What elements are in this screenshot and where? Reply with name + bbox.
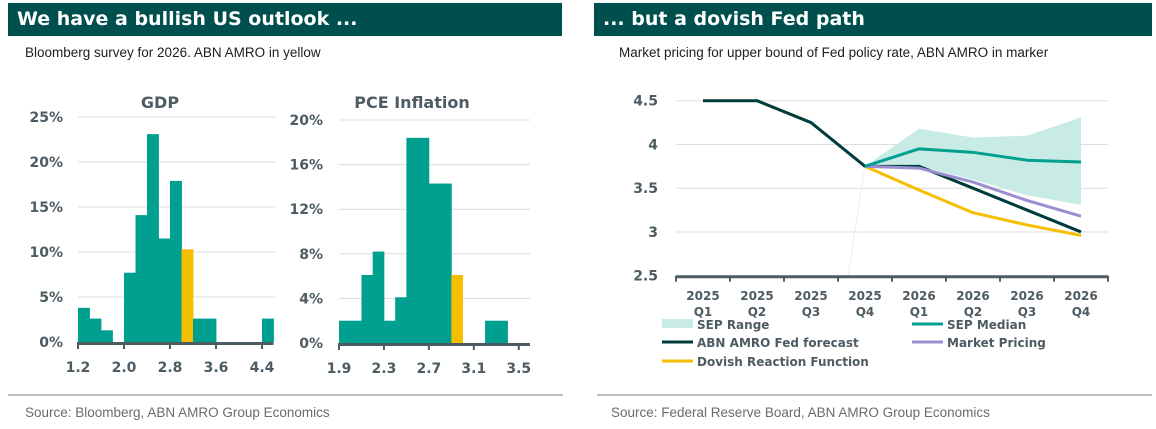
y-tick-label: 4.5	[633, 94, 658, 110]
y-tick-label: 25%	[29, 110, 63, 126]
x-tick-label: 1.9	[327, 361, 352, 377]
x-tick-label-year: 2026	[956, 289, 989, 303]
left-source-note: Source: Bloomberg, ABN AMRO Group Econom…	[25, 405, 330, 420]
bar	[193, 318, 205, 342]
x-tick-label-year: 2025	[848, 289, 881, 303]
bar	[440, 183, 452, 343]
series-line-dovish-reaction-function	[864, 164, 1082, 237]
x-tick-label-quarter: Q4	[856, 305, 875, 319]
bar	[135, 215, 148, 342]
legend-label: SEP Range	[697, 318, 769, 332]
x-tick-label-quarter: Q1	[694, 305, 713, 319]
chart-title: GDP	[141, 93, 179, 112]
chart-title: PCE Inflation	[354, 93, 469, 112]
y-tick-label: 8%	[299, 247, 323, 263]
y-tick-label: 5%	[39, 290, 63, 306]
fed-path-chart: 2.5 3 3.5 4 4.5 2025 Q1 2025 Q2 2025 Q3 2025 Q4 2026 Q…	[633, 94, 1109, 369]
legend-label: Dovish Reaction Function	[697, 355, 869, 369]
bar	[406, 137, 419, 343]
series-line-sep-median	[864, 147, 1082, 168]
y-tick-label: 0%	[39, 335, 63, 351]
y-tick-label: 4%	[299, 291, 323, 307]
x-tick-label-year: 2025	[686, 289, 719, 303]
x-tick-label: 3.6	[204, 360, 229, 376]
bar	[78, 307, 90, 342]
bar	[383, 320, 396, 343]
x-tick-label-quarter: Q3	[802, 305, 821, 319]
left-panel-subtitle: Bloomberg survey for 2026. ABN AMRO in y…	[25, 45, 321, 60]
x-tick-label-quarter: Q3	[1018, 305, 1037, 319]
x-tick-label: 3.5	[506, 361, 531, 377]
right-source-note: Source: Federal Reserve Board, ABN AMRO …	[611, 405, 990, 420]
bar	[339, 320, 351, 343]
y-tick-label: 20%	[29, 155, 63, 171]
bar	[428, 183, 441, 343]
y-tick-label: 15%	[29, 200, 63, 216]
x-tick-label-quarter: Q4	[1072, 305, 1091, 319]
sep-range-edge	[847, 166, 866, 276]
bar	[485, 320, 497, 343]
bar	[350, 320, 362, 343]
x-tick-label-quarter: Q2	[964, 305, 983, 319]
left-footer-divider	[8, 394, 563, 396]
bar	[204, 318, 217, 342]
x-tick-label: 3.1	[461, 361, 486, 377]
y-tick-label: 3	[648, 225, 658, 241]
right-panel-title: ... but a dovish Fed path	[594, 3, 1152, 36]
x-tick-label: 4.4	[250, 360, 275, 376]
legend-label: Market Pricing	[947, 336, 1046, 350]
y-tick-label: 12%	[289, 202, 323, 218]
x-tick-label-year: 2026	[1064, 289, 1097, 303]
x-tick-label-year: 2026	[902, 289, 935, 303]
x-tick-label: 2.0	[112, 360, 137, 376]
bar	[158, 238, 171, 342]
bar	[372, 251, 385, 343]
left-panel-title: We have a bullish US outlook ...	[8, 3, 562, 36]
bar	[417, 137, 430, 343]
bar-abn-amro	[181, 249, 194, 342]
bar	[147, 134, 159, 342]
bar	[101, 330, 113, 342]
y-tick-label: 16%	[289, 158, 323, 174]
bar	[124, 272, 136, 342]
legend-label: ABN AMRO Fed forecast	[697, 336, 859, 350]
gdp-histogram: GDP 0% 5% 10% 15% 20% 25% 1.2 2.0 2.8 3.6 4.4	[29, 93, 276, 376]
pce-histogram: PCE Inflation 0% 4% 8% 12% 16% 20% 1.9 2.3 2.7 3.1…	[289, 93, 531, 377]
x-tick-label: 2.3	[372, 361, 397, 377]
y-tick-label: 4	[648, 137, 658, 153]
bar	[361, 274, 374, 343]
legend-swatch-sep-range	[662, 319, 693, 328]
bar-abn-amro	[451, 274, 463, 343]
series-line-market-pricing	[864, 164, 1082, 218]
y-tick-label: 3.5	[633, 181, 658, 197]
x-tick-label-quarter: Q2	[748, 305, 767, 319]
x-tick-label-year: 2025	[794, 289, 827, 303]
x-tick-label-year: 2025	[740, 289, 773, 303]
bar	[170, 180, 182, 342]
sep-range-area	[865, 117, 1081, 205]
right-footer-divider	[597, 394, 1152, 396]
legend-label: SEP Median	[947, 318, 1026, 332]
bar	[496, 320, 508, 343]
x-tick-label: 2.7	[416, 361, 441, 377]
y-tick-label: 20%	[289, 113, 323, 129]
x-tick-label-year: 2026	[1010, 289, 1043, 303]
x-tick-label: 2.8	[158, 360, 183, 376]
bar	[89, 318, 102, 342]
y-tick-label: 10%	[29, 245, 63, 261]
x-tick-label: 1.2	[66, 360, 91, 376]
y-tick-label: 0%	[299, 336, 323, 352]
bar	[395, 297, 407, 343]
y-tick-label: 2.5	[633, 269, 658, 285]
bar	[262, 318, 274, 342]
right-panel-subtitle: Market pricing for upper bound of Fed po…	[619, 45, 1049, 60]
x-tick-label-quarter: Q1	[910, 305, 929, 319]
